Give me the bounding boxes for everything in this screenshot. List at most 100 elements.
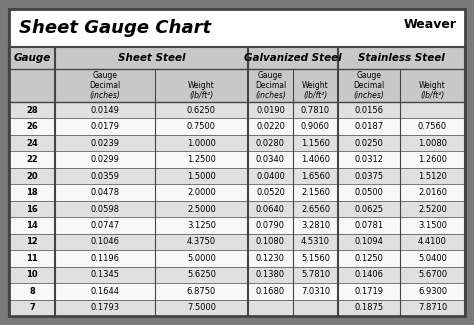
Text: 0.1094: 0.1094 — [355, 238, 383, 246]
Text: 0.1875: 0.1875 — [355, 303, 383, 312]
Text: 1.2600: 1.2600 — [418, 155, 447, 164]
Text: Weight: Weight — [302, 81, 329, 90]
Text: 5.0000: 5.0000 — [187, 254, 216, 263]
Text: 0.0747: 0.0747 — [91, 221, 119, 230]
Text: 0.0187: 0.0187 — [355, 122, 383, 131]
Text: 0.9060: 0.9060 — [301, 122, 330, 131]
Bar — [9, 283, 465, 300]
Text: 3.1500: 3.1500 — [418, 221, 447, 230]
Bar — [9, 201, 465, 217]
Text: 1.5000: 1.5000 — [187, 172, 216, 181]
Text: 28: 28 — [26, 106, 38, 115]
Text: 0.0312: 0.0312 — [355, 155, 383, 164]
Text: 5.6700: 5.6700 — [418, 270, 447, 280]
Text: Decimal: Decimal — [255, 81, 286, 90]
Text: Weaver: Weaver — [404, 19, 457, 32]
Text: (lb/ft²): (lb/ft²) — [190, 91, 214, 100]
Text: 0.1345: 0.1345 — [91, 270, 119, 280]
Bar — [9, 102, 465, 118]
Text: 2.6560: 2.6560 — [301, 204, 330, 214]
Text: 0.1080: 0.1080 — [256, 238, 285, 246]
Text: 0.1406: 0.1406 — [355, 270, 383, 280]
Text: 4.3750: 4.3750 — [187, 238, 216, 246]
Text: 6.8750: 6.8750 — [187, 287, 216, 296]
Text: 7.5000: 7.5000 — [187, 303, 216, 312]
Text: (inches): (inches) — [90, 91, 120, 100]
Text: Gauge: Gauge — [13, 53, 51, 63]
Text: 2.1560: 2.1560 — [301, 188, 330, 197]
Text: 0.0340: 0.0340 — [256, 155, 285, 164]
Bar — [9, 184, 465, 201]
Text: 0.1680: 0.1680 — [256, 287, 285, 296]
Text: 2.0160: 2.0160 — [418, 188, 447, 197]
Text: (lb/ft²): (lb/ft²) — [420, 91, 445, 100]
Text: 0.0400: 0.0400 — [256, 172, 285, 181]
Text: 0.0190: 0.0190 — [256, 106, 285, 115]
Text: Sheet Steel: Sheet Steel — [118, 53, 185, 63]
Text: 0.1719: 0.1719 — [355, 287, 383, 296]
Text: Weight: Weight — [188, 81, 215, 90]
Text: Galvanized Steel: Galvanized Steel — [244, 53, 342, 63]
Text: Gauge: Gauge — [92, 71, 118, 80]
Text: 14: 14 — [26, 221, 38, 230]
Text: 0.0179: 0.0179 — [91, 122, 119, 131]
Text: 6.9300: 6.9300 — [418, 287, 447, 296]
Text: 0.0239: 0.0239 — [91, 139, 119, 148]
Bar — [9, 47, 465, 69]
Text: 12: 12 — [26, 238, 38, 246]
Text: 0.0640: 0.0640 — [256, 204, 285, 214]
Text: 0.0156: 0.0156 — [355, 106, 383, 115]
Bar — [9, 9, 465, 47]
Bar — [9, 168, 465, 184]
Bar — [9, 250, 465, 266]
Text: 0.0359: 0.0359 — [91, 172, 119, 181]
Text: 0.1250: 0.1250 — [355, 254, 383, 263]
Text: 11: 11 — [26, 254, 38, 263]
Text: 1.0000: 1.0000 — [187, 139, 216, 148]
Text: Weight: Weight — [419, 81, 446, 90]
Text: Sheet Gauge Chart: Sheet Gauge Chart — [19, 19, 211, 37]
Text: 2.0000: 2.0000 — [187, 188, 216, 197]
Text: 0.0149: 0.0149 — [91, 106, 119, 115]
Text: (inches): (inches) — [354, 91, 384, 100]
Text: 5.0400: 5.0400 — [418, 254, 447, 263]
Text: 0.1793: 0.1793 — [91, 303, 119, 312]
Text: 0.1230: 0.1230 — [256, 254, 285, 263]
Text: 0.0280: 0.0280 — [256, 139, 285, 148]
Text: 22: 22 — [26, 155, 38, 164]
Bar — [9, 266, 465, 283]
Text: 0.7500: 0.7500 — [187, 122, 216, 131]
Bar — [9, 135, 465, 151]
Text: 0.0220: 0.0220 — [256, 122, 285, 131]
Text: 1.0080: 1.0080 — [418, 139, 447, 148]
Text: 18: 18 — [26, 188, 38, 197]
Text: 1.1560: 1.1560 — [301, 139, 330, 148]
Text: 16: 16 — [26, 204, 38, 214]
Text: Gauge: Gauge — [258, 71, 283, 80]
Text: (lb/ft²): (lb/ft²) — [303, 91, 328, 100]
Text: 0.1380: 0.1380 — [256, 270, 285, 280]
Text: 8: 8 — [29, 287, 35, 296]
Text: Stainless Steel: Stainless Steel — [358, 53, 445, 63]
Text: 3.1250: 3.1250 — [187, 221, 216, 230]
Text: 1.4060: 1.4060 — [301, 155, 330, 164]
Text: 0.0250: 0.0250 — [355, 139, 383, 148]
Text: 7.8710: 7.8710 — [418, 303, 447, 312]
Text: 7.0310: 7.0310 — [301, 287, 330, 296]
Text: Gauge: Gauge — [356, 71, 382, 80]
Bar — [9, 118, 465, 135]
Text: 1.5120: 1.5120 — [418, 172, 447, 181]
Text: 0.0520: 0.0520 — [256, 188, 285, 197]
Text: 1.2500: 1.2500 — [187, 155, 216, 164]
Text: 20: 20 — [26, 172, 38, 181]
Bar — [9, 300, 465, 316]
Text: 0.0478: 0.0478 — [91, 188, 119, 197]
Text: 0.0500: 0.0500 — [355, 188, 383, 197]
Text: 0.6250: 0.6250 — [187, 106, 216, 115]
Text: 0.7560: 0.7560 — [418, 122, 447, 131]
Text: 0.0299: 0.0299 — [91, 155, 119, 164]
Text: 1.6560: 1.6560 — [301, 172, 330, 181]
Bar — [9, 234, 465, 250]
Bar — [9, 151, 465, 168]
Text: 5.1560: 5.1560 — [301, 254, 330, 263]
